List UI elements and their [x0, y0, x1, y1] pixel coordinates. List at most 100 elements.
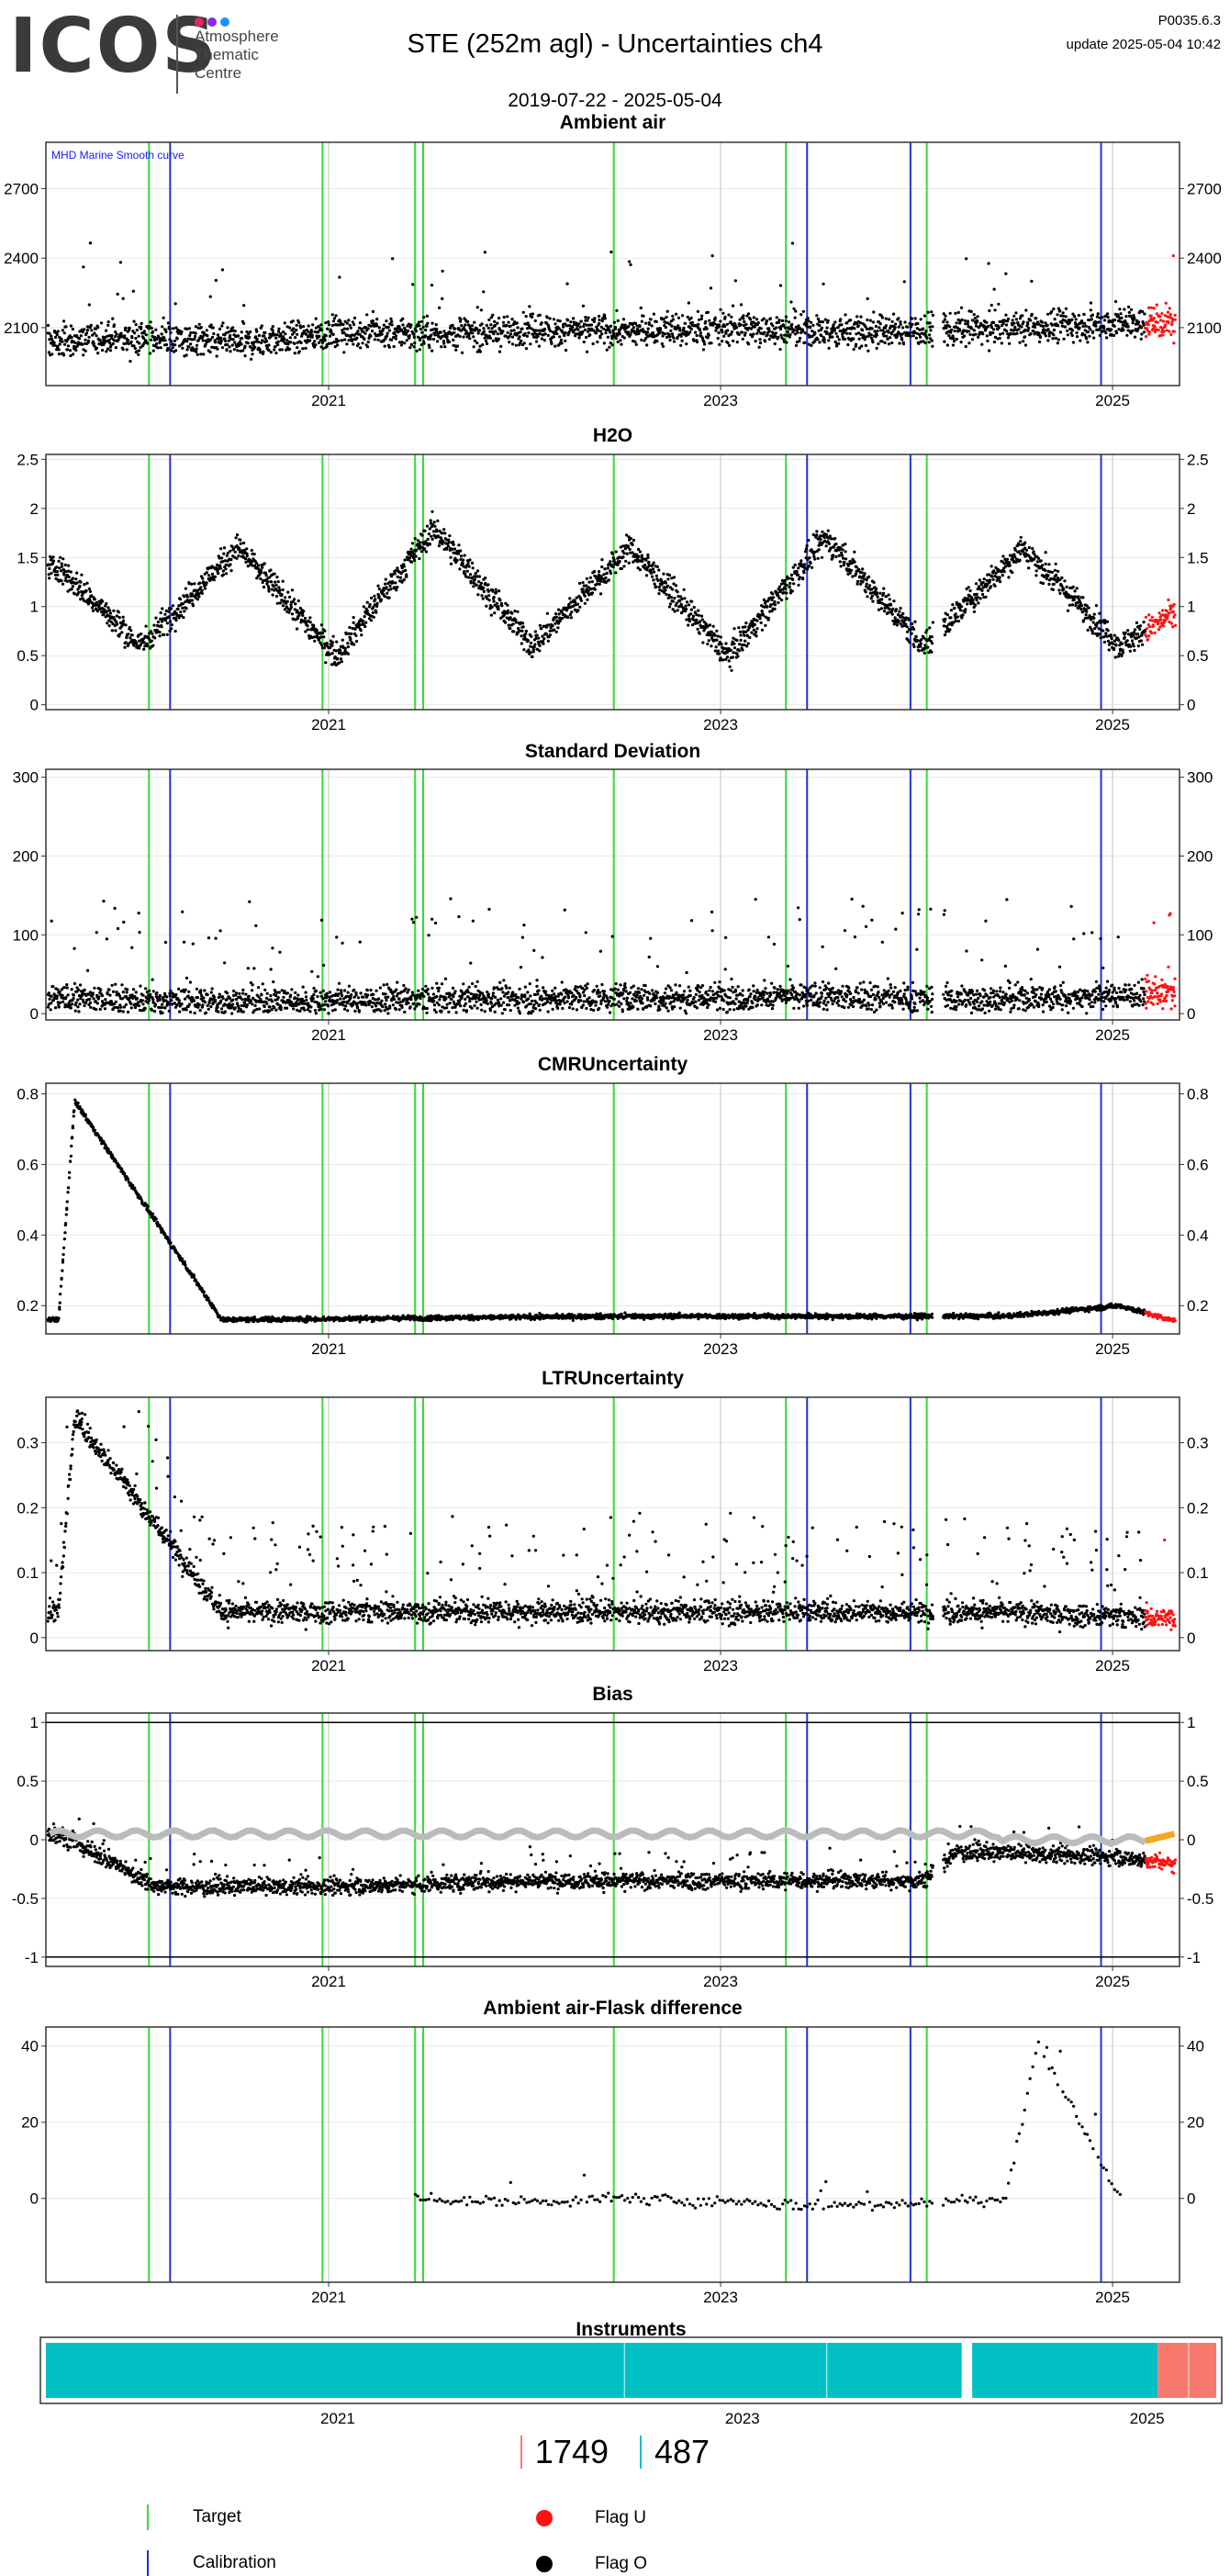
y-tick-label: 0 — [30, 1831, 39, 1849]
x-tick-label: 2021 — [311, 1026, 346, 1044]
y-tick-label: 0.4 — [1187, 1226, 1209, 1244]
legend-flag-o: Flag O — [536, 2554, 647, 2574]
chart-title: Standard Deviation — [525, 741, 700, 762]
y-tick-label: 40 — [21, 2038, 39, 2055]
x-tick-label: 2025 — [1095, 392, 1130, 409]
chart-title: Ambient air-Flask difference — [483, 1998, 742, 2019]
icos-logo: ICOS — [9, 3, 218, 90]
y-tick-label: 1 — [1187, 1714, 1195, 1731]
x-tick-label: 2025 — [1095, 1973, 1130, 1990]
x-tick-label: 2021 — [311, 392, 346, 409]
flag-u-dot-icon — [536, 2510, 553, 2526]
y-tick-label: 0.5 — [17, 1773, 39, 1790]
y-tick-label: 2.5 — [17, 451, 39, 468]
y-tick-label: 2700 — [1187, 180, 1222, 197]
y-tick-label: -1 — [25, 1949, 39, 1966]
count-cyan-value: 487 — [654, 2433, 710, 2470]
logo-subtitle-line: Centre — [195, 64, 242, 82]
chart-panel: Ambient air-Flask difference 0 0 20 20 40 40 20… — [21, 1998, 1204, 2306]
instruments-title: Instruments — [576, 2319, 686, 2340]
y-tick-label: 1 — [30, 599, 39, 616]
data-points — [46, 1409, 1177, 1634]
y-tick-label: 0 — [1187, 1630, 1195, 1647]
plot-area — [46, 454, 1180, 710]
update-label: update 2025-05-04 10:42 — [1066, 37, 1221, 52]
logo-divider — [176, 15, 178, 94]
x-tick-label: 2023 — [703, 1026, 738, 1044]
data-points — [46, 241, 1177, 364]
page-header: ICOS Atmosphere Thematic Centre STE (252… — [0, 0, 1230, 119]
y-tick-label: 0.8 — [17, 1086, 39, 1103]
instrument-bar — [46, 2343, 962, 2398]
chart-panel: LTRUncertainty 0 0 0.1 0.1 0.2 0.2 0.3 0.3 2021 20… — [17, 1368, 1208, 1674]
x-tick-label: 2023 — [703, 716, 738, 734]
y-tick-label: 0.5 — [1187, 647, 1209, 665]
flag-o-points — [46, 897, 1146, 1015]
flag-o-points — [46, 1098, 1146, 1324]
flag-u-points — [1144, 912, 1177, 1011]
instruments-panel: Instruments 2021 2023 2025 — [39, 2319, 1223, 2427]
count-cyan-marker — [640, 2436, 643, 2469]
plot-frame — [45, 141, 1180, 386]
chart-panel: CMRUncertainty 0.2 0.2 0.4 0.4 0.6 0.6 0.8 0.8 20… — [17, 1054, 1208, 1358]
x-tick-label: 2023 — [703, 1657, 738, 1674]
calibration-line-icon — [147, 2550, 149, 2576]
flag-o-points — [46, 1817, 1147, 1898]
legend-calibration: Calibration — [147, 2550, 276, 2576]
x-tick-label: 2025 — [1095, 716, 1130, 734]
x-tick-label: 2025 — [1095, 1657, 1130, 1674]
chart-title: Ambient air — [560, 112, 666, 133]
flag-u-points — [1144, 1851, 1178, 1875]
y-tick-label: 0 — [30, 1005, 39, 1023]
plot-area — [46, 2027, 1180, 2282]
instrument-bar — [972, 2343, 1158, 2398]
flag-u-points — [1144, 598, 1178, 642]
flag-o-points — [46, 1409, 1146, 1634]
x-tick-label: 2021 — [311, 2289, 346, 2306]
plot-area — [46, 142, 1180, 386]
flag-o-points — [46, 241, 1146, 364]
legend-flag-u-label: Flag U — [595, 2508, 646, 2527]
plot-frame — [45, 1396, 1180, 1652]
x-tick-label: 2021 — [311, 716, 346, 734]
y-tick-label: 20 — [21, 2114, 39, 2132]
x-tick-label: 2025 — [1095, 2289, 1130, 2306]
y-tick-label: 0.2 — [17, 1297, 39, 1315]
y-tick-label: 0.3 — [1187, 1435, 1209, 1452]
y-tick-label: 2100 — [1187, 319, 1222, 337]
y-tick-label: 2700 — [4, 180, 39, 197]
legend-flag-u: Flag U — [536, 2508, 646, 2528]
plot-area — [46, 1083, 1180, 1334]
y-tick-label: 0.4 — [17, 1226, 39, 1244]
y-tick-label: 0.1 — [17, 1564, 39, 1582]
data-points — [46, 510, 1178, 672]
chart-panel: Ambient air MHD Marine Smooth curve 2100 21… — [4, 112, 1222, 409]
y-tick-label: 40 — [1187, 2038, 1204, 2055]
y-tick-label: 2 — [30, 500, 39, 518]
y-tick-label: 0.6 — [1187, 1156, 1209, 1173]
y-tick-label: 2 — [1187, 500, 1195, 518]
x-tick-label: 2021 — [311, 1340, 346, 1358]
y-tick-label: 2400 — [1187, 250, 1222, 267]
y-tick-label: 0.8 — [1187, 1086, 1209, 1103]
x-tick-label: 2021 — [311, 1657, 346, 1674]
instrument-bar — [1157, 2343, 1216, 2398]
y-tick-label: 20 — [1187, 2114, 1204, 2132]
y-tick-label: 0 — [1187, 2190, 1195, 2208]
chart-annotation: MHD Marine Smooth curve — [51, 149, 184, 162]
y-tick-label: 1 — [30, 1714, 39, 1731]
chart-title: H2O — [593, 425, 632, 446]
chart-panel: Bias -1 -1 -0.5 -0.5 0 0 0.5 0.5 1 1 2021 2023 2025 — [12, 1684, 1214, 1990]
data-points — [46, 1098, 1177, 1324]
data-points — [46, 1817, 1178, 1898]
chart-title: CMRUncertainty — [538, 1054, 688, 1075]
logo-subtitle-line: Atmosphere — [195, 28, 279, 45]
y-tick-label: 0 — [1187, 1005, 1195, 1023]
x-tick-label: 2023 — [725, 2410, 760, 2427]
flag-o-points — [46, 510, 1147, 672]
smooth-curve-recent — [1144, 1831, 1176, 1844]
target-line-icon — [147, 2504, 149, 2530]
y-tick-label: -0.5 — [12, 1890, 39, 1908]
count-cyan: 487 — [629, 2433, 721, 2471]
